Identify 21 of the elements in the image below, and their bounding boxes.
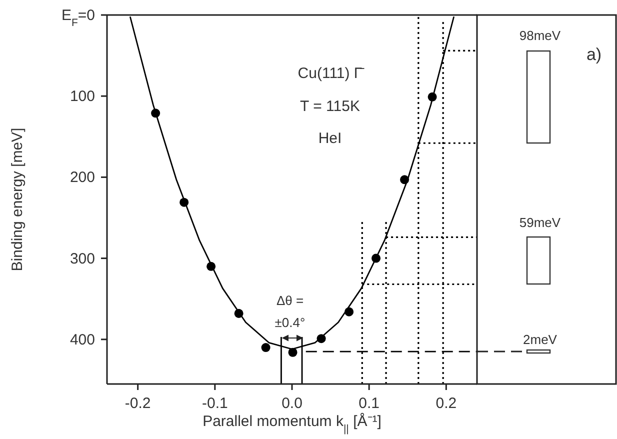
annotation: T = 115K <box>300 98 360 115</box>
text: a) <box>586 45 602 64</box>
x-axis-title: Parallel momentum k$_{||}$ [Å⁻¹] <box>202 412 382 435</box>
y-tick-label: 200 <box>70 169 95 186</box>
x-tick-label: -0.2 <box>124 395 151 412</box>
y-tick-label: E$_{F}$=0 <box>61 7 95 29</box>
annotation: ±0.4° <box>274 315 306 330</box>
annotation: Cu(111) Γ̄ <box>298 65 364 82</box>
annotation: Δθ = <box>276 293 304 308</box>
text: 59meV <box>519 215 561 230</box>
text: 98meV <box>519 28 561 43</box>
x-tick-label: 0.0 <box>282 395 302 412</box>
x-tick-label: 0.2 <box>436 395 457 412</box>
x-tick-label: -0.1 <box>202 395 228 412</box>
y-tick-label: 100 <box>70 88 95 106</box>
y-tick-label: 400 <box>70 331 95 348</box>
y-tick-label: 300 <box>70 250 95 268</box>
text: 2meV <box>523 332 558 347</box>
x-tick-label: 0.1 <box>358 395 380 412</box>
y-axis-title: Binding energy [meV] <box>9 128 26 272</box>
annotation: HeI <box>318 130 342 147</box>
